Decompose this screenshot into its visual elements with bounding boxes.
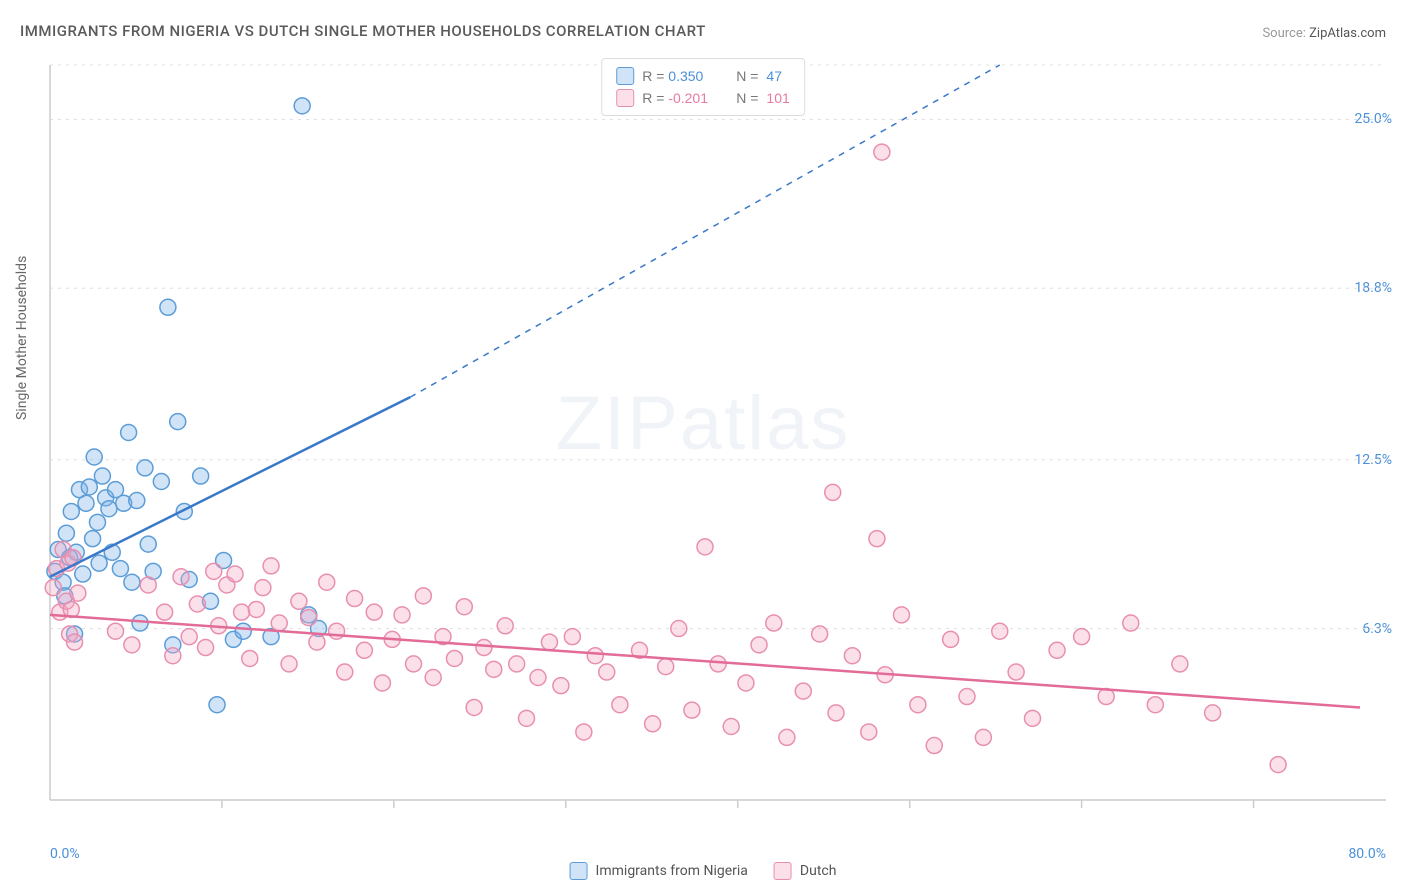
legend-row-series-1: R = 0.350 N = 47 [616,65,790,87]
series-legend: Immigrants from Nigeria Dutch [570,862,837,880]
r-value-1: 0.350 [668,68,703,84]
correlation-legend: R = 0.350 N = 47 R = -0.201 N = 101 [601,58,805,116]
source-label: Source: [1262,26,1305,41]
chart-title: IMMIGRANTS FROM NIGERIA VS DUTCH SINGLE … [20,22,706,40]
legend-item-1: Immigrants from Nigeria [570,862,748,880]
scatter-plot [50,55,1386,835]
source-attribution: Source: ZipAtlas.com [1262,26,1386,41]
n-value-2: 101 [766,90,789,106]
n-value-1: 47 [766,68,782,84]
x-axis-max-label: 80.0% [1348,846,1386,862]
y-axis-label: Single Mother Households [14,256,30,420]
r-label-1: R = [642,68,664,84]
legend-label-1: Immigrants from Nigeria [596,863,748,879]
swatch-bottom-2 [774,862,792,880]
r-value-2: -0.201 [668,90,708,106]
swatch-series-1 [616,67,634,85]
r-label-2: R = [642,90,664,106]
legend-item-2: Dutch [774,862,837,880]
legend-label-2: Dutch [800,863,837,879]
swatch-bottom-1 [570,862,588,880]
swatch-series-2 [616,89,634,107]
n-label-1: N = [736,68,758,84]
legend-row-series-2: R = -0.201 N = 101 [616,87,790,109]
x-axis-min-label: 0.0% [50,846,80,862]
n-label-2: N = [736,90,758,106]
source-value: ZipAtlas.com [1309,26,1386,41]
